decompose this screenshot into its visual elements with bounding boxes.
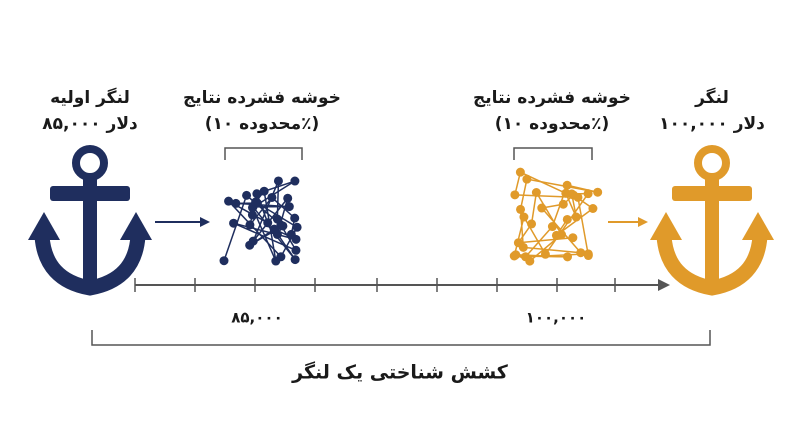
dot (562, 214, 572, 224)
dot (556, 230, 566, 240)
dot (531, 187, 541, 197)
left-cluster-title: خوشه فشرده نتایج (183, 88, 341, 108)
dot (219, 256, 229, 266)
axis (134, 278, 670, 292)
dot (522, 174, 532, 184)
dot (286, 229, 296, 239)
dot (571, 212, 581, 222)
right-anchor-icon (650, 149, 774, 288)
right-cluster-title: خوشه فشرده نتایج (473, 88, 631, 108)
dot (583, 251, 593, 261)
dot (540, 249, 550, 259)
dot (558, 199, 568, 209)
axis-label: ۱۰۰,۰۰۰ (526, 309, 587, 327)
link (519, 179, 528, 210)
dot (263, 218, 273, 228)
caption: کشش شناختی یک لنگر (291, 361, 509, 384)
dot (242, 190, 252, 200)
link (566, 184, 598, 193)
dot (224, 196, 234, 206)
link (530, 192, 538, 225)
dot (525, 256, 535, 266)
bracket (513, 147, 593, 160)
dot (290, 255, 300, 265)
dot (537, 203, 547, 213)
dot (568, 233, 578, 243)
right-anchor-title: لنگر (694, 87, 729, 108)
dot (516, 204, 526, 214)
link (223, 195, 248, 261)
dot (515, 167, 525, 177)
cluster (219, 176, 302, 266)
link (228, 200, 282, 258)
link (518, 236, 573, 244)
link (535, 192, 563, 235)
dot (269, 224, 279, 234)
dot (278, 221, 288, 231)
dot (593, 187, 603, 197)
left-anchor-icon (28, 149, 152, 288)
dot (247, 210, 257, 220)
left-anchor-amount: ۸۵,۰۰۰ دلار (42, 114, 138, 134)
dot (283, 193, 293, 203)
dot (273, 176, 283, 186)
dot (231, 198, 241, 208)
left-cluster-range: (محدوده ۱۰٪) (205, 114, 320, 134)
dot (511, 250, 521, 260)
bracket (91, 330, 711, 346)
dot (567, 189, 577, 199)
right-anchor-amount: ۱۰۰,۰۰۰ دلار (659, 114, 765, 134)
dot (519, 212, 529, 222)
dot (229, 218, 239, 228)
clusters (219, 167, 603, 266)
dot (588, 203, 598, 213)
dot (252, 189, 262, 199)
dot (290, 176, 300, 186)
dot (562, 180, 572, 190)
dot (290, 213, 300, 223)
link (513, 216, 525, 257)
link (271, 196, 296, 219)
left-anchor-title: لنگر اولیه (50, 87, 130, 108)
dot (563, 252, 573, 262)
dot (248, 236, 258, 246)
dot (284, 202, 294, 212)
dot (513, 238, 523, 248)
dot (547, 222, 557, 232)
dot (271, 256, 281, 266)
dot (527, 219, 537, 229)
dot (510, 190, 520, 200)
dot (245, 220, 255, 230)
dot (267, 192, 277, 202)
axis-label: ۸۵,۰۰۰ (231, 309, 282, 327)
bracket (224, 147, 303, 160)
cluster (509, 167, 603, 266)
dot (291, 245, 301, 255)
link (249, 196, 273, 226)
dot (259, 186, 269, 196)
dot (272, 214, 282, 224)
dot (251, 197, 261, 207)
dot (292, 222, 302, 232)
right-cluster-range: (محدوده ۱۰٪) (495, 114, 610, 134)
arrow (155, 217, 648, 227)
link (577, 197, 590, 256)
dot (576, 248, 586, 258)
link (233, 222, 297, 241)
dot (583, 189, 593, 199)
